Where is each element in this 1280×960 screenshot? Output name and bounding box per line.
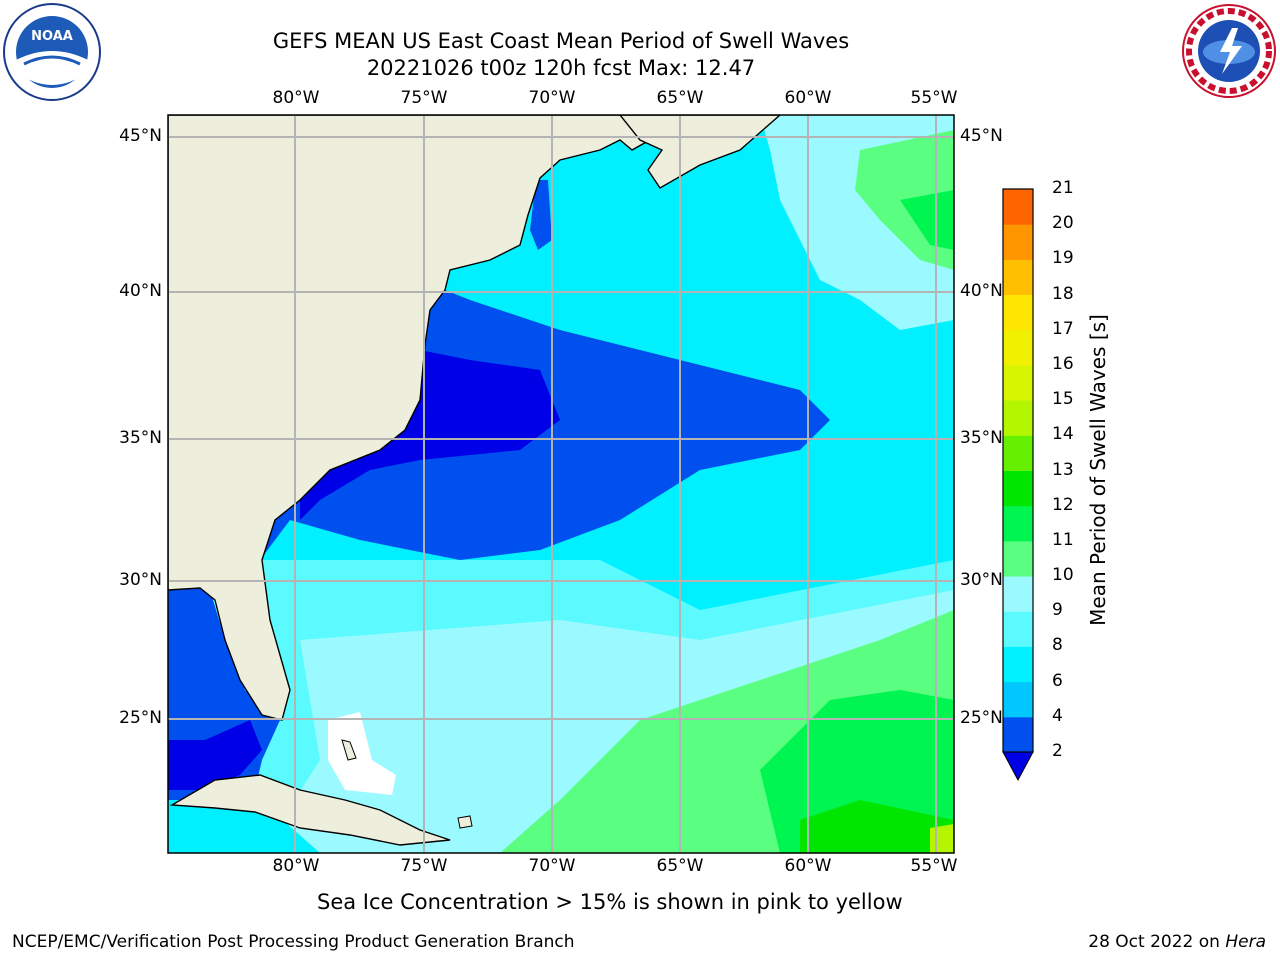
period-band-2-4-gulf: [168, 720, 262, 790]
footer-host: Hera: [1225, 932, 1266, 952]
lat-tick-right: 40°N: [960, 281, 1003, 301]
colorbar-segment: [1003, 505, 1033, 542]
lon-tick-top: 65°W: [656, 88, 704, 108]
period-band-11-12-southeast: [800, 800, 954, 853]
colorbar-segment: [1003, 540, 1033, 577]
nova-scotia-land: [619, 115, 782, 189]
lon-tick-top: 75°W: [400, 88, 448, 108]
colorbar-label: Mean Period of Swell Waves [s]: [1086, 314, 1110, 626]
period-band-4-6-gulf-of-maine: [530, 180, 552, 250]
map-title-line1: GEFS MEAN US East Coast Mean Period of S…: [272, 29, 850, 53]
footer-date: 28 Oct 2022 on Hera: [1088, 932, 1266, 952]
colorbar-segment: [1003, 329, 1033, 366]
lat-tick-left: 30°N: [119, 570, 162, 590]
period-band-10-11-north: [900, 190, 954, 250]
colorbar-segment: [1003, 470, 1033, 507]
lat-tick-right: 25°N: [960, 708, 1003, 728]
lon-tick-bottom: 60°W: [784, 856, 832, 876]
colorbar-tick-label: 10: [1052, 565, 1074, 586]
lon-tick-bottom: 55°W: [910, 856, 958, 876]
colorbar-tick-label: 4: [1052, 705, 1063, 726]
footer-agency: NCEP/EMC/Verification Post Processing Pr…: [12, 932, 575, 952]
bahamas-shoals: [328, 712, 396, 795]
national-weather-service-logo-icon: [1182, 4, 1276, 98]
period-band-12-13-southeast: [930, 824, 954, 853]
colorbar-tick-label: 14: [1052, 424, 1074, 445]
colorbar-tick-label: 9: [1052, 600, 1063, 621]
sea-ice-note: Sea Ice Concentration > 15% is shown in …: [317, 890, 903, 914]
colorbar: [1002, 188, 1034, 782]
north-america-land: [168, 115, 661, 721]
map-frame: [167, 114, 955, 854]
colorbar-segment: [1003, 224, 1033, 260]
colorbar-tick-label: 12: [1052, 494, 1074, 515]
cuba-land: [169, 774, 451, 846]
colorbar-segment: [1003, 259, 1033, 296]
colorbar-segment: [1003, 576, 1033, 612]
colorbar-tick-label: 18: [1052, 283, 1074, 304]
colorbar-tick-label: 15: [1052, 389, 1074, 410]
period-band-6-8-caribbean: [168, 800, 320, 853]
colorbar-segment: [1003, 681, 1033, 718]
colorbar-frame: [1002, 188, 1034, 753]
colorbar-tick-label: 17: [1052, 318, 1074, 339]
colorbar-segment: [1003, 611, 1033, 647]
lat-tick-right: 45°N: [960, 126, 1003, 146]
noaa-logo-icon: NOAA: [3, 3, 101, 101]
lon-tick-bottom: 70°W: [528, 856, 576, 876]
colorbar-segments: [1003, 189, 1033, 753]
graticule: [168, 115, 954, 853]
lat-tick-left: 35°N: [119, 428, 162, 448]
colorbar-tick-label: 6: [1052, 670, 1063, 691]
lon-tick-bottom: 75°W: [400, 856, 448, 876]
colorbar-extend-triangle: [1002, 751, 1034, 782]
colorbar-tick-label: 13: [1052, 459, 1074, 480]
bahamas-island: [341, 739, 357, 761]
lat-tick-right: 30°N: [960, 570, 1003, 590]
lat-tick-right: 35°N: [960, 428, 1003, 448]
lat-tick-left: 40°N: [119, 281, 162, 301]
lon-tick-top: 60°W: [784, 88, 832, 108]
lon-tick-top: 80°W: [272, 88, 320, 108]
colorbar-tick-label: 21: [1052, 178, 1074, 198]
lat-tick-left: 25°N: [119, 708, 162, 728]
colorbar-segment: [1003, 435, 1033, 471]
colorbar-segment: [1003, 400, 1033, 436]
colorbar-tick-label: 16: [1052, 353, 1074, 374]
noaa-logo-text: NOAA: [31, 29, 73, 44]
colorbar-tick-label: 8: [1052, 635, 1063, 656]
lon-tick-top: 55°W: [910, 88, 958, 108]
lat-tick-left: 45°N: [119, 126, 162, 146]
map-title-line2: 20221026 t00z 120h fcst Max: 12.47: [366, 56, 756, 80]
lon-tick-top: 70°W: [528, 88, 576, 108]
colorbar-tick-label: 20: [1052, 213, 1074, 234]
colorbar-segment: [1003, 189, 1033, 225]
period-band-2-4-offshore: [300, 350, 560, 520]
colorbar-tick-label: 2: [1052, 741, 1063, 761]
colorbar-segment: [1003, 364, 1033, 401]
colorbar-segment: [1003, 646, 1033, 683]
colorbar-segment: [1003, 294, 1033, 331]
colorbar-segment: [1003, 716, 1033, 753]
lon-tick-bottom: 80°W: [272, 856, 320, 876]
turks-island: [457, 815, 473, 829]
colorbar-tick-label: 19: [1052, 248, 1074, 269]
lon-tick-bottom: 65°W: [656, 856, 704, 876]
footer-date-text: 28 Oct 2022 on: [1088, 932, 1226, 952]
colorbar-tick-label: 11: [1052, 529, 1074, 550]
